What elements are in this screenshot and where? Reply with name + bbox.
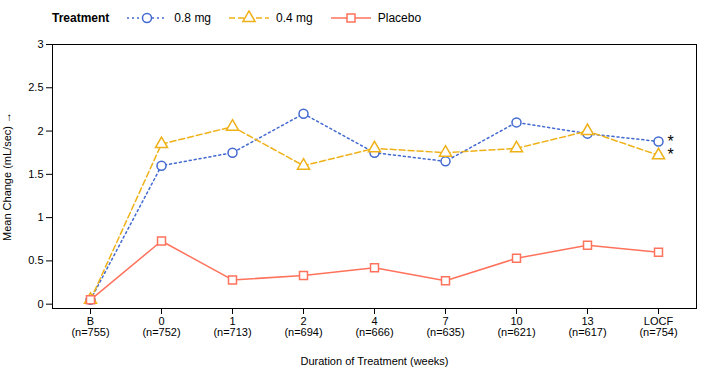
svg-text:1: 1 bbox=[37, 211, 43, 223]
svg-text:4(n=666): 4(n=666) bbox=[355, 315, 393, 338]
svg-text:LOCF(n=754): LOCF(n=754) bbox=[639, 315, 677, 338]
svg-text:0: 0 bbox=[37, 298, 43, 310]
svg-text:7(n=635): 7(n=635) bbox=[426, 315, 464, 338]
svg-text:1(n=713): 1(n=713) bbox=[213, 315, 251, 338]
svg-text:0.5: 0.5 bbox=[28, 254, 43, 266]
svg-text:13(n=617): 13(n=617) bbox=[568, 315, 606, 338]
svg-text:2(n=694): 2(n=694) bbox=[284, 315, 322, 338]
svg-text:*: * bbox=[668, 146, 674, 163]
svg-text:Duration of Treatment (weeks): Duration of Treatment (weeks) bbox=[301, 355, 449, 367]
svg-text:3: 3 bbox=[37, 38, 43, 50]
svg-text:10(n=621): 10(n=621) bbox=[497, 315, 535, 338]
svg-text:Mean Change (mL/sec) →: Mean Change (mL/sec) → bbox=[1, 112, 13, 241]
svg-text:2.5: 2.5 bbox=[28, 81, 43, 93]
svg-text:2: 2 bbox=[37, 125, 43, 137]
html-text:Treatment: Treatment bbox=[52, 11, 110, 25]
svg-text:0(n=752): 0(n=752) bbox=[142, 315, 180, 338]
svg-text:B(n=755): B(n=755) bbox=[71, 315, 109, 338]
html-text:0.8 mg: 0.8 mg bbox=[174, 11, 211, 25]
svg-text:1.5: 1.5 bbox=[28, 168, 43, 180]
html-text:0.4 mg: 0.4 mg bbox=[276, 11, 313, 25]
html-text:Placebo: Placebo bbox=[377, 11, 422, 25]
